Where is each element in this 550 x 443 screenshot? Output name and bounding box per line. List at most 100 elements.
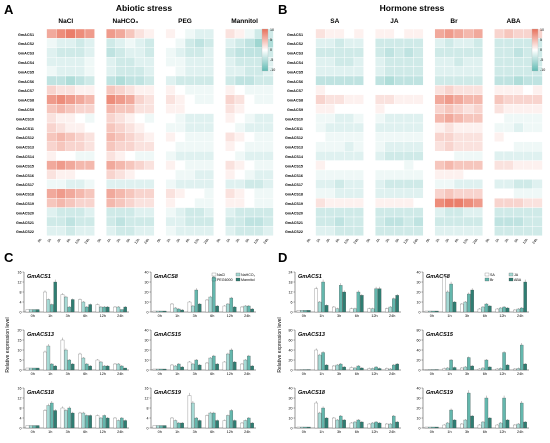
heatmap-cell xyxy=(115,179,126,189)
heatmap-cell xyxy=(175,47,186,58)
heatmap-cell xyxy=(425,103,436,114)
y-tick-label: 40 xyxy=(417,270,421,274)
heatmap-cell xyxy=(244,66,255,77)
heatmap-cell xyxy=(315,57,326,67)
heatmap-cell xyxy=(96,160,107,171)
heatmap-col-label: 6h xyxy=(66,238,72,244)
heatmap-cell xyxy=(56,47,67,58)
heatmap-row-label: GmACS3 xyxy=(18,52,34,56)
heatmap-cell xyxy=(234,122,245,133)
bar xyxy=(370,422,375,429)
bar xyxy=(303,426,308,429)
heatmap-col-label: 1h xyxy=(435,238,441,244)
heatmap-cell xyxy=(353,85,364,96)
heatmap-cell xyxy=(184,94,195,105)
x-tick-label: 1h xyxy=(175,314,179,318)
heatmap-cell xyxy=(353,38,364,49)
heatmap-col-label: 12h xyxy=(522,238,529,245)
heatmap-cell xyxy=(115,94,126,105)
subplot-title: GmACS18 xyxy=(298,390,326,396)
heatmap-cell xyxy=(315,216,326,227)
bar xyxy=(233,420,237,429)
heatmap-cell xyxy=(144,188,155,199)
bar xyxy=(428,310,432,313)
x-tick-label: 24h xyxy=(517,430,523,434)
heatmap-cell xyxy=(96,85,107,96)
heatmap-cell xyxy=(353,160,364,171)
heatmap-cell xyxy=(434,207,445,218)
heatmap-cell xyxy=(413,169,424,180)
panel-b-title: Hormone stress xyxy=(380,3,445,13)
heatmap-cell xyxy=(484,226,495,236)
heatmap-cell xyxy=(253,216,264,227)
bar xyxy=(477,308,482,313)
x-tick-label: 6h xyxy=(355,314,359,318)
heatmap-cell xyxy=(194,122,205,133)
heatmap-cell xyxy=(532,169,543,180)
heatmap-cell xyxy=(444,85,455,96)
x-tick-label: 1h xyxy=(48,314,52,318)
heatmap-cell xyxy=(225,66,236,77)
heatmap-cell xyxy=(425,122,436,133)
heatmap-cell xyxy=(513,226,524,236)
heatmap-cell xyxy=(65,85,76,96)
heatmap-cell xyxy=(353,226,364,236)
bar xyxy=(53,281,57,313)
heatmap-cell xyxy=(365,113,376,124)
heatmap-cell xyxy=(263,113,274,124)
heatmap-cell xyxy=(444,47,455,58)
legend-label: JA xyxy=(514,273,519,277)
heatmap-cell xyxy=(315,85,326,96)
y-tick-label: 0 xyxy=(291,426,293,430)
heatmap-col-label: 1h xyxy=(316,238,322,244)
bar xyxy=(317,301,322,313)
heatmap-cell xyxy=(96,207,107,218)
heatmap-cell xyxy=(175,150,186,161)
bar xyxy=(113,363,117,371)
heatmap-cell xyxy=(444,103,455,114)
heatmap-cell xyxy=(105,94,116,105)
bar xyxy=(520,344,524,371)
heatmap-cell xyxy=(175,179,186,189)
heatmap-cell xyxy=(425,207,436,218)
heatmap-group-label: SA xyxy=(330,18,339,25)
bar xyxy=(88,415,92,429)
heatmap-cell xyxy=(234,179,245,189)
subplot-title: GmACS19 xyxy=(154,390,182,396)
heatmap-cell xyxy=(473,216,484,227)
heatmap-cell xyxy=(263,226,274,236)
heatmap-cell xyxy=(134,28,145,39)
heatmap-cell xyxy=(203,94,214,105)
bar xyxy=(64,296,68,313)
heatmap-cell xyxy=(434,28,445,39)
heatmap-cell xyxy=(36,132,47,142)
heatmap-cell xyxy=(46,160,57,171)
y-tick-label: 40 xyxy=(417,386,421,390)
panel-b-letter: B xyxy=(278,2,287,17)
heatmap-cell xyxy=(425,160,436,171)
heatmap-cell xyxy=(194,75,205,86)
heatmap-cell xyxy=(315,75,326,86)
heatmap-cell xyxy=(75,188,86,199)
heatmap-col-label: 24h xyxy=(84,238,91,245)
heatmap-cell xyxy=(203,160,214,171)
heatmap-cell xyxy=(344,197,355,208)
heatmap-cell xyxy=(503,66,514,77)
heatmap-group-label: NaHCO₃ xyxy=(113,18,139,25)
heatmap-cell xyxy=(353,141,364,152)
heatmap-group-label: ABA xyxy=(507,18,521,25)
heatmap-cell xyxy=(375,141,386,152)
heatmap-cell xyxy=(215,38,226,49)
bar xyxy=(194,289,199,313)
heatmap-cell xyxy=(365,103,376,114)
bar xyxy=(106,417,110,429)
heatmap-cell xyxy=(84,122,95,133)
heatmap-cell xyxy=(244,132,255,142)
heatmap-cell xyxy=(175,75,186,86)
heatmap-cell xyxy=(344,94,355,105)
y-tick-label: 4 xyxy=(147,416,149,420)
heatmap-cell xyxy=(334,122,345,133)
y-tick-label: 0 xyxy=(20,426,22,430)
heatmap-col-label: 1h xyxy=(494,238,500,244)
